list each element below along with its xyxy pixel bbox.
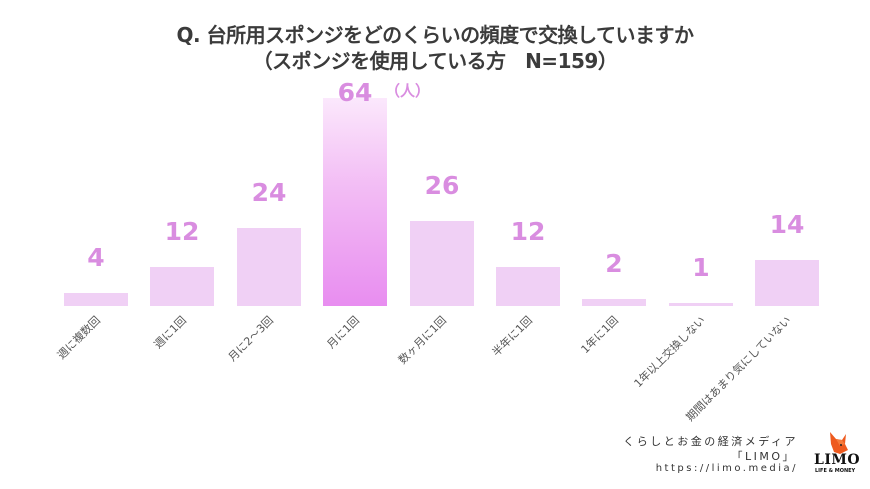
bar — [582, 299, 646, 306]
limo-logo-subtext: LIFE & MONEY — [815, 468, 856, 474]
value-label: 26 — [424, 171, 460, 200]
category-label: 半年に1回 — [489, 313, 535, 360]
footer-url: https://limo.media/ — [655, 463, 798, 474]
unit-label: （人） — [385, 82, 431, 100]
footer-brand: 「LIMO」 — [731, 450, 796, 463]
bar — [410, 221, 474, 306]
category-label: 1年に1回 — [578, 313, 621, 357]
bar — [669, 303, 733, 306]
value-label: 2 — [605, 249, 623, 278]
bar — [237, 228, 301, 306]
bar — [496, 267, 560, 306]
category-label: 月に2〜3回 — [225, 313, 276, 364]
chart-title-line1: Q. 台所用スポンジをどのくらいの頻度で交換していますか — [176, 23, 694, 47]
chart-title-line2: （スポンジを使用している方 N=159） — [252, 49, 618, 73]
value-label: 4 — [87, 243, 105, 272]
limo-fox-logo-icon — [830, 432, 848, 454]
value-label: 12 — [164, 217, 200, 246]
bar — [64, 293, 128, 306]
value-label: 12 — [510, 217, 546, 246]
bar — [150, 267, 214, 306]
category-label: 数ヶ月に1回 — [395, 313, 449, 367]
value-label: 64 — [337, 78, 373, 107]
value-label: 14 — [769, 210, 805, 239]
category-label: 月に1回 — [324, 313, 362, 352]
value-label: 24 — [251, 178, 287, 207]
category-label: 週に複数回 — [54, 313, 103, 362]
category-label: 1年以上交換しない — [631, 313, 708, 391]
value-label: 1 — [692, 253, 710, 282]
bar — [323, 98, 387, 306]
bar — [755, 260, 819, 306]
limo-logo-text: LIMO — [814, 452, 861, 468]
category-label: 週に1回 — [151, 313, 189, 352]
footer-tagline: くらしとお金の経済メディア — [623, 435, 798, 448]
